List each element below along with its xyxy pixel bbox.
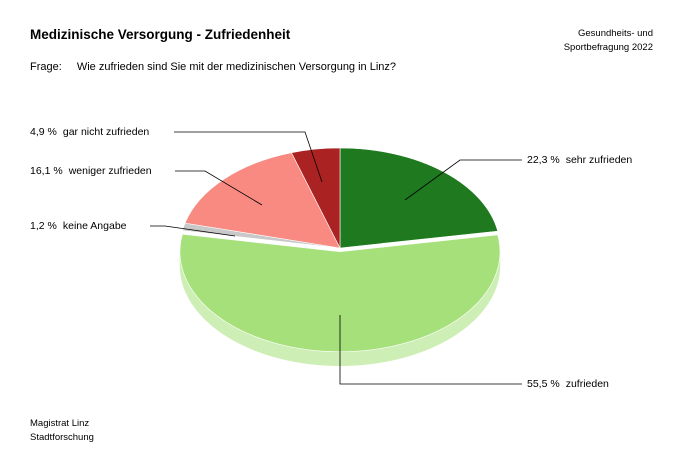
survey-line-2: Sportbefragung 2022 (563, 42, 653, 53)
label-name-keine-Angabe: keine Angabe (63, 220, 127, 232)
pie-tops (179, 147, 501, 353)
label-name-sehr-zufrieden: sehr zufrieden (566, 154, 633, 166)
question: Frage: Wie zufrieden sind Sie mit der me… (30, 61, 396, 73)
label-value-gar-nicht-zufrieden: 4,9 % (30, 126, 57, 138)
pie-slice-sehr-zufrieden (339, 147, 499, 249)
pie-slice-weniger-zufrieden (184, 152, 341, 249)
label-gar-nicht-zufrieden: 4,9 % gar nicht zufrieden (30, 126, 149, 138)
pie-slice-gar-nicht-zufrieden (291, 147, 341, 249)
question-text: Wie zufrieden sind Sie mit der medizinis… (76, 61, 397, 73)
label-name-gar-nicht-zufrieden: gar nicht zufrieden (63, 126, 150, 138)
footer-line-1: Magistrat Linz (30, 418, 90, 429)
label-value-zufrieden: 55,5 % (527, 378, 560, 390)
label-sehr-zufrieden: 22,3 % sehr zufrieden (527, 154, 632, 166)
footer-line-2: Stadtforschung (30, 432, 94, 443)
label-name-zufrieden: zufrieden (566, 378, 609, 390)
leader-lines (150, 131, 522, 385)
leader-line-sehr-zufrieden (404, 159, 522, 201)
survey-name: Gesundheits- und Sportbefragung 2022 (564, 27, 653, 55)
chart-title: Medizinische Versorgung - Zufriedenheit (30, 27, 291, 42)
pie-slice-zufrieden (179, 233, 501, 353)
footer: Magistrat Linz Stadtforschung (30, 417, 94, 445)
label-weniger-zufrieden: 16,1 % weniger zufrieden (30, 165, 152, 177)
label-value-weniger-zufrieden: 16,1 % (30, 165, 63, 177)
leader-line-keine-Angabe (150, 225, 236, 237)
label-zufrieden: 55,5 % zufrieden (527, 378, 609, 390)
survey-line-1: Gesundheits- und (578, 28, 653, 39)
label-value-sehr-zufrieden: 22,3 % (527, 154, 560, 166)
label-keine-Angabe: 1,2 % keine Angabe (30, 220, 127, 232)
label-value-keine-Angabe: 1,2 % (30, 220, 57, 232)
question-label: Frage: (30, 61, 62, 73)
slice-labels: 22,3 % sehr zufrieden 55,5 % zufrieden 1,2 %… (30, 126, 632, 390)
label-name-weniger-zufrieden: weniger zufrieden (68, 165, 152, 177)
leader-line-gar-nicht-zufrieden (174, 131, 323, 183)
leader-line-zufrieden (339, 315, 522, 385)
leader-line-weniger-zufrieden (175, 170, 263, 206)
